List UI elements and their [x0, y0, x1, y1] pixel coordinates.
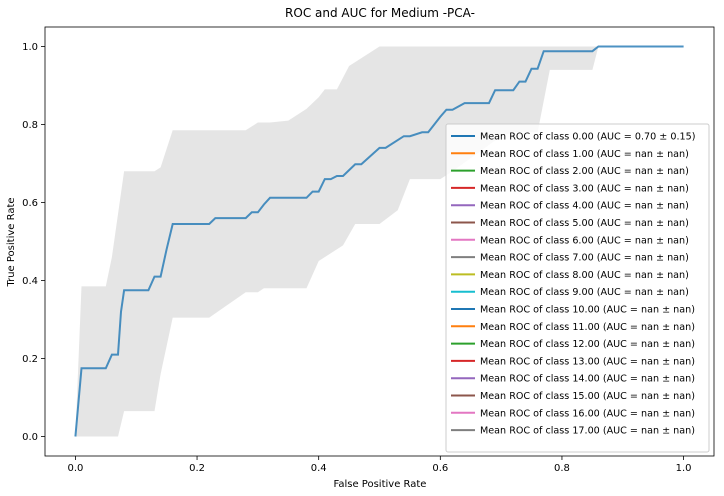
legend-entry: Mean ROC of class 9.00 (AUC = nan ± nan)	[480, 287, 689, 298]
legend-entry: Mean ROC of class 13.00 (AUC = nan ± nan…	[480, 356, 695, 367]
x-tick-label: 0.6	[432, 463, 448, 474]
chart-title: ROC and AUC for Medium -PCA-	[285, 6, 475, 20]
x-tick-label: 1.0	[676, 463, 692, 474]
x-tick-label: 0.0	[67, 463, 83, 474]
y-tick-label: 0.2	[22, 354, 38, 365]
y-tick-label: 0.8	[22, 120, 38, 131]
legend-entry: Mean ROC of class 10.00 (AUC = nan ± nan…	[480, 305, 695, 316]
legend-entry: Mean ROC of class 2.00 (AUC = nan ± nan)	[480, 166, 689, 177]
y-axis-label: True Positive Rate	[6, 197, 17, 287]
legend-entry: Mean ROC of class 3.00 (AUC = nan ± nan)	[480, 183, 689, 194]
legend-entry: Mean ROC of class 16.00 (AUC = nan ± nan…	[480, 408, 695, 419]
legend-entry: Mean ROC of class 7.00 (AUC = nan ± nan)	[480, 253, 689, 264]
legend-entry: Mean ROC of class 15.00 (AUC = nan ± nan…	[480, 391, 695, 402]
std-band	[75, 46, 684, 437]
legend-entry: Mean ROC of class 8.00 (AUC = nan ± nan)	[480, 270, 689, 281]
y-tick-label: 1.0	[22, 42, 38, 53]
y-axis-ticks: 0.0 0.2 0.4 0.6 0.8 1.0	[22, 42, 45, 443]
legend-entry: Mean ROC of class 11.00 (AUC = nan ± nan…	[480, 322, 695, 333]
axes-frame	[44, 26, 715, 457]
legend-entry: Mean ROC of class 14.00 (AUC = nan ± nan…	[480, 374, 695, 385]
legend-box	[445, 123, 710, 453]
x-tick-label: 0.2	[189, 463, 205, 474]
plot-area	[74, 45, 684, 437]
x-axis-ticks: 0.0 0.2 0.4 0.6 0.8 1.0	[67, 456, 692, 474]
x-tick-label: 0.4	[311, 463, 327, 474]
y-tick-label: 0.0	[22, 432, 38, 443]
legend-entry: Mean ROC of class 0.00 (AUC = 0.70 ± 0.1…	[480, 132, 696, 143]
y-tick-label: 0.4	[22, 276, 38, 287]
legend: Mean ROC of class 0.00 (AUC = 0.70 ± 0.1…	[445, 123, 710, 453]
legend-entry: Mean ROC of class 5.00 (AUC = nan ± nan)	[480, 218, 689, 229]
legend-entry: Mean ROC of class 17.00 (AUC = nan ± nan…	[480, 426, 695, 437]
x-tick-label: 0.8	[554, 463, 570, 474]
y-tick-label: 0.6	[22, 198, 38, 209]
x-axis-label: False Positive Rate	[334, 479, 427, 490]
legend-entry: Mean ROC of class 4.00 (AUC = nan ± nan)	[480, 201, 689, 212]
mean-roc-line-class-0	[74, 45, 684, 437]
legend-entry: Mean ROC of class 1.00 (AUC = nan ± nan)	[480, 149, 689, 160]
legend-entry: Mean ROC of class 6.00 (AUC = nan ± nan)	[480, 235, 689, 246]
legend-entry: Mean ROC of class 12.00 (AUC = nan ± nan…	[480, 339, 695, 350]
